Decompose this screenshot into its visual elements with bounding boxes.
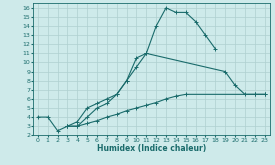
X-axis label: Humidex (Indice chaleur): Humidex (Indice chaleur) (97, 145, 206, 153)
